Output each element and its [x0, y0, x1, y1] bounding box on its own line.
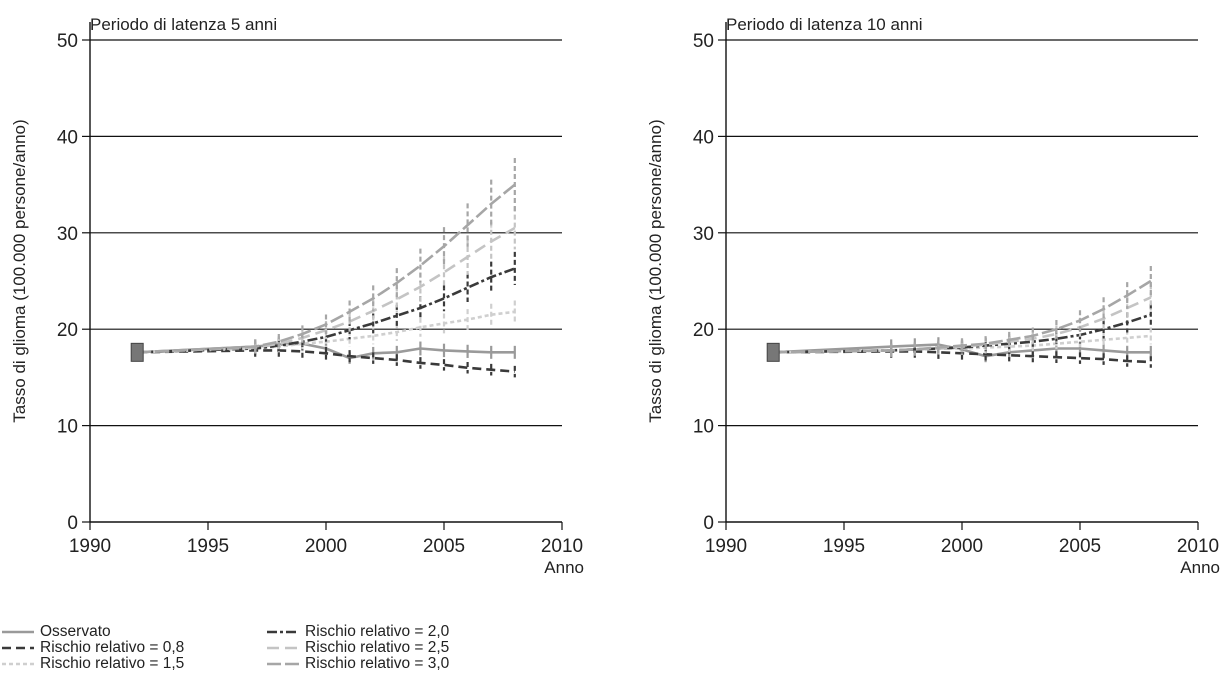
- series-5: [773, 265, 1152, 358]
- legend-label-rr-0-8: Rischio relativo = 0,8: [40, 638, 185, 656]
- y-tick-label-20: 20: [57, 320, 78, 341]
- legend-label-rr-2-0: Rischio relativo = 2,0: [305, 622, 450, 640]
- series-line: [137, 349, 515, 373]
- legend-swatch-osservato: [2, 630, 34, 633]
- y-tick-label-0: 0: [67, 513, 78, 534]
- x-tick-label-1990: 1990: [705, 536, 747, 557]
- y-tick-label-30: 30: [57, 224, 78, 245]
- x-tick-label-1995: 1995: [823, 536, 865, 557]
- y-tick-label-50: 50: [57, 31, 78, 52]
- legend-entry-rr-0-8: Rischio relativo = 0,8: [0, 638, 185, 656]
- legend-entry-rr-2-0: Rischio relativo = 2,0: [265, 622, 450, 640]
- y-tick-label-50: 50: [693, 31, 714, 52]
- legend: Osservato Rischio relativo = 0,8 Rischio…: [0, 618, 560, 672]
- panel-5-anni: 0 10 20 30 40 50 1990 1995 2000 2005 2010 Periodo d…: [10, 15, 584, 577]
- x-tick-label-2010: 2010: [541, 536, 583, 557]
- y-tick-label-0: 0: [703, 513, 714, 534]
- x-tick-label-2000: 2000: [305, 536, 347, 557]
- legend-entry-rr-2-5: Rischio relativo = 2,5: [265, 638, 450, 656]
- chart-title: Periodo di latenza 10 anni: [726, 15, 923, 34]
- x-axis-label: Anno: [1180, 558, 1220, 577]
- x-tick-label-2005: 2005: [1059, 536, 1101, 557]
- x-axis-label: Anno: [544, 558, 584, 577]
- y-axis-label: Tasso di glioma (100.000 persone/anno): [10, 119, 29, 422]
- data-point-start: [130, 342, 144, 362]
- series-line: [137, 183, 516, 354]
- x-tick-label-2010: 2010: [1177, 536, 1219, 557]
- y-tick-label-10: 10: [693, 417, 714, 438]
- legend-entry-osservato: Osservato: [0, 622, 111, 640]
- chart-title: Periodo di latenza 5 anni: [90, 15, 277, 34]
- x-tick-label-2005: 2005: [423, 536, 465, 557]
- x-tick-label-1990: 1990: [69, 536, 111, 557]
- legend-swatch-rr-0-8: [2, 646, 34, 649]
- data-point-start: [766, 342, 780, 362]
- y-tick-label-20: 20: [693, 320, 714, 341]
- x-tick-label-2000: 2000: [941, 536, 983, 557]
- y-tick-label-40: 40: [693, 127, 714, 148]
- x-tick-label-1995: 1995: [187, 536, 229, 557]
- series-5: [137, 157, 516, 354]
- series-3: [137, 251, 516, 356]
- y-axis-label: Tasso di glioma (100.000 persone/anno): [646, 119, 665, 422]
- y-tick-label-40: 40: [57, 127, 78, 148]
- panel-10-anni: 0 10 20 30 40 50 1990 1995 2000 2005 2010 Periodo d…: [646, 15, 1220, 577]
- y-tick-label-30: 30: [693, 224, 714, 245]
- legend-label-osservato: Osservato: [40, 622, 111, 640]
- legend-label-rr-2-5: Rischio relativo = 2,5: [305, 638, 450, 656]
- legend-swatch-rr-2-5: [267, 646, 299, 649]
- legend-swatch-rr-2-0: [267, 630, 299, 633]
- y-tick-label-10: 10: [57, 417, 78, 438]
